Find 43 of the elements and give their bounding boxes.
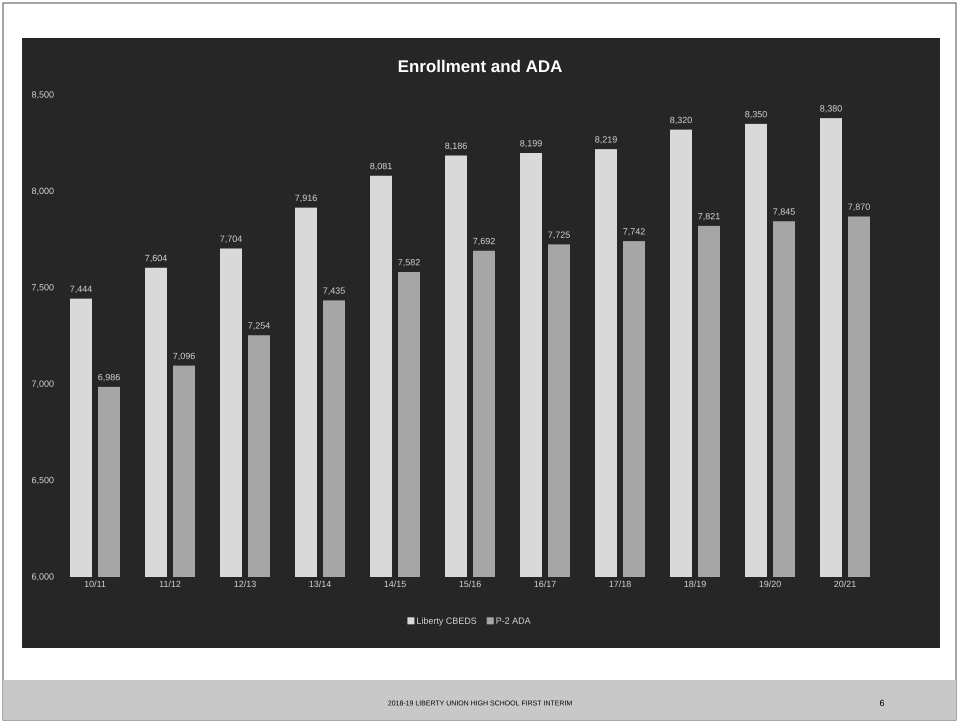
data-label: 6,986 [98,374,120,382]
data-label: 7,704 [220,236,242,243]
data-label: 7,742 [623,228,645,236]
data-label: 8,320 [670,116,692,124]
data-label: 7,444 [70,286,92,294]
y-tick-label: 8,500 [32,91,54,99]
legend-label: P-2 ADA [496,617,531,624]
data-label: 7,845 [773,208,795,216]
x-tick-label: 10/11 [84,580,106,588]
data-label: 7,870 [848,204,870,211]
data-label: 7,604 [145,254,167,262]
x-tick-label: 18/19 [684,580,706,588]
data-label: 8,199 [520,140,542,148]
x-tick-label: 17/18 [609,580,631,588]
y-tick-label: 6,500 [32,476,54,484]
y-tick-label: 7,500 [32,284,54,292]
data-label: 7,096 [173,352,195,360]
x-tick-label: 14/15 [384,580,406,588]
x-tick-label: 11/12 [160,580,180,588]
data-label: 7,692 [473,238,495,246]
data-label: 8,186 [445,142,467,150]
y-tick-label: 6,000 [32,573,54,581]
y-tick-label: 8,000 [32,188,54,196]
chart-title: Enrollment and ADA [398,60,562,72]
x-tick-label: 19/20 [759,580,781,588]
data-label: 7,254 [248,322,270,330]
legend-label: Liberty CBEDS [417,617,476,626]
x-tick-label: 20/21 [834,580,856,588]
data-label: 7,916 [295,194,317,202]
data-label: 8,380 [820,105,842,113]
data-label: 7,435 [323,287,345,295]
y-tick-label: 7,000 [32,380,54,388]
data-label: 8,350 [745,110,767,118]
x-tick-label: 12/13 [234,580,256,588]
data-label: 7,821 [698,212,720,220]
data-label: 7,725 [548,231,570,239]
x-tick-label: 16/17 [534,580,556,588]
text: 6 [880,700,884,706]
data-label: 8,219 [595,136,617,144]
x-tick-label: 15/16 [459,580,481,588]
x-tick-label: 13/14 [309,580,331,588]
data-label: 8,081 [370,162,392,170]
data-label: 7,582 [398,259,420,266]
